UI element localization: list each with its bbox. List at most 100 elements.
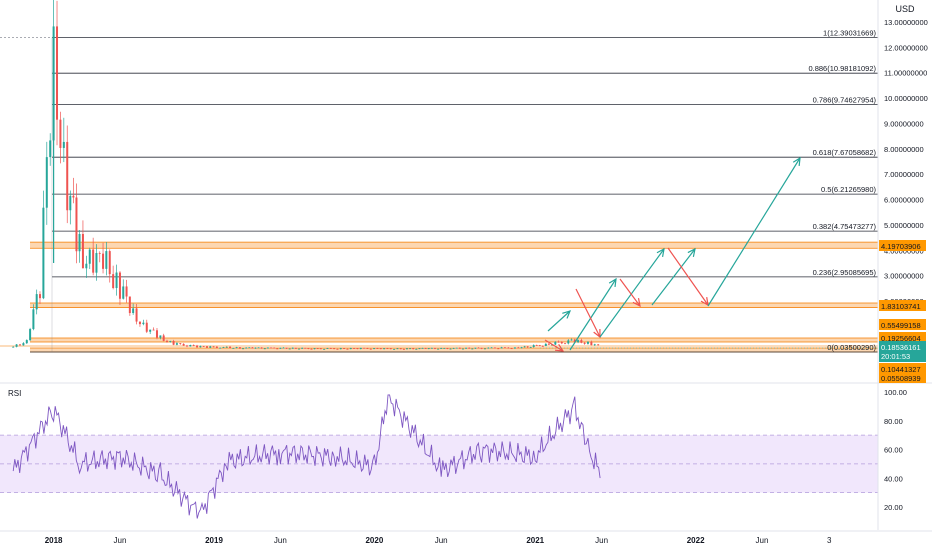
rsi-pane[interactable] <box>0 394 878 519</box>
price-candle <box>424 348 427 349</box>
price-candle <box>547 343 550 345</box>
price-candle <box>78 233 81 252</box>
price-candle <box>172 340 175 345</box>
price-candle <box>538 345 541 347</box>
price-candle <box>461 348 464 350</box>
price-candle <box>415 348 418 350</box>
price-candle <box>336 348 339 350</box>
price-candle <box>15 344 18 347</box>
price-candle <box>162 335 165 341</box>
price-candle <box>483 348 486 350</box>
projection-arrow-head <box>632 298 641 308</box>
price-candle <box>333 348 336 350</box>
price-candle <box>490 347 493 349</box>
zone-price-tag-label: 1.83103741 <box>881 302 921 311</box>
projection-arrow-head <box>792 156 801 167</box>
zone-price-tag <box>879 363 926 374</box>
price-candle <box>138 321 141 325</box>
price-candle <box>25 340 28 344</box>
price-candle <box>343 348 346 350</box>
price-candle <box>56 26 59 120</box>
price-candle <box>418 348 421 350</box>
price-candle <box>307 348 310 349</box>
price-candle <box>376 348 379 349</box>
price-candle <box>510 348 513 350</box>
price-candle <box>517 347 520 349</box>
projection-arrow <box>547 310 571 332</box>
projection-arrow <box>569 278 617 351</box>
price-candle <box>29 329 32 341</box>
price-candle <box>421 348 424 349</box>
rsi-tick-label: 20.00 <box>884 503 903 512</box>
time-tick-label: Jun <box>114 536 127 545</box>
price-candle <box>346 348 349 350</box>
price-candle <box>225 346 228 348</box>
price-candle <box>49 140 52 158</box>
price-candle <box>251 347 254 349</box>
price-candle <box>88 249 91 264</box>
price-candle <box>526 346 529 348</box>
price-candle <box>513 347 516 349</box>
price-candle <box>323 348 326 350</box>
price-candle <box>245 347 248 349</box>
price-candle <box>440 348 443 349</box>
price-candle <box>339 348 342 350</box>
time-tick-label: 2021 <box>526 536 544 545</box>
zone-price-tag-label: 0.10441327 <box>881 365 921 374</box>
price-candle <box>142 322 145 325</box>
price-candle <box>389 348 392 350</box>
price-candle <box>366 348 369 349</box>
price-candle <box>108 251 111 275</box>
resistance-zone <box>30 338 878 342</box>
price-tick-label: 9.00000000 <box>884 119 924 128</box>
price-candle <box>98 253 101 254</box>
projection-arrow-head <box>608 277 617 288</box>
price-candle <box>132 308 135 314</box>
price-candle <box>363 347 366 349</box>
resistance-zone <box>30 303 878 308</box>
rsi-tick-label: 100.00 <box>884 388 907 397</box>
price-candle <box>503 347 506 349</box>
price-axis[interactable]: 13.00000000 12.00000000 11.00000000 10.0000… <box>877 0 928 530</box>
price-candle <box>443 348 446 349</box>
price-candle <box>560 341 563 344</box>
price-candle <box>593 344 596 346</box>
price-candle <box>232 348 235 349</box>
price-candle <box>81 233 84 269</box>
price-candle <box>69 195 72 211</box>
price-candle <box>583 342 586 344</box>
price-candle <box>544 343 547 347</box>
price-candle <box>590 341 593 346</box>
price-candle <box>449 348 452 350</box>
price-candle <box>85 263 88 269</box>
price-candle <box>396 348 399 350</box>
price-candle <box>257 347 260 349</box>
price-tick-label: 8.00000000 <box>884 145 924 154</box>
price-candle <box>570 339 573 341</box>
price-candle <box>45 157 48 208</box>
time-axis[interactable]: 2018 Jun 2019 Jun 2020 Jun 2021 Jun 2022 Jun 3 <box>0 530 932 545</box>
price-candle <box>316 348 319 350</box>
rsi-tick-label: 60.00 <box>884 446 903 455</box>
price-candle <box>38 294 41 299</box>
time-tick-label: 2022 <box>687 536 705 545</box>
price-candle <box>128 296 131 314</box>
price-candle <box>270 347 273 349</box>
price-candle <box>405 348 408 350</box>
price-candle <box>329 348 332 349</box>
price-candle <box>169 340 172 342</box>
price-candle <box>155 330 158 338</box>
currency-label: USD <box>895 4 915 14</box>
price-candle <box>165 340 168 342</box>
price-tick-label: 11.00000000 <box>884 69 927 78</box>
price-tick-label: 13.00000000 <box>884 18 928 27</box>
rsi-axis[interactable]: 100.00 80.00 60.00 40.00 20.00 <box>884 388 907 512</box>
time-tick-label: Jun <box>595 536 608 545</box>
price-candle <box>497 348 500 350</box>
fib-level-label: 0.382(4.75473277) <box>813 222 877 231</box>
price-pane[interactable]: 1(12.39031669) 0.886(10.98181092) 0.786(9.… <box>0 0 932 384</box>
price-candle <box>477 347 480 349</box>
price-candle <box>468 347 471 349</box>
price-candle <box>452 348 455 349</box>
